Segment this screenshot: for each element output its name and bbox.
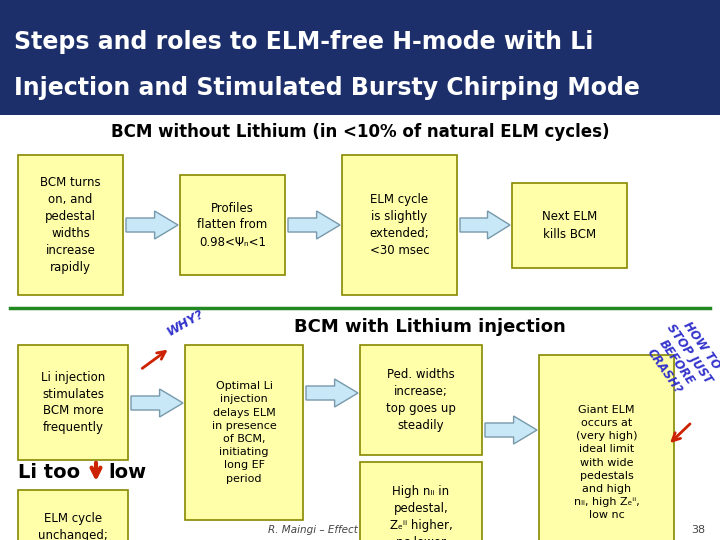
Text: Profiles
flatten from
0.98<Ψₙ<1: Profiles flatten from 0.98<Ψₙ<1 (197, 201, 268, 248)
FancyBboxPatch shape (18, 155, 123, 295)
Text: BCM without Lithium (in <10% of natural ELM cycles): BCM without Lithium (in <10% of natural … (111, 123, 609, 141)
Text: Injection and Stimulated Bursty Chirping Mode: Injection and Stimulated Bursty Chirping… (14, 76, 640, 100)
FancyBboxPatch shape (18, 345, 128, 460)
Text: High nₗᵢ in
pedestal,
Zₑⁱⁱ higher,
nᴄ lower: High nₗᵢ in pedestal, Zₑⁱⁱ higher, nᴄ lo… (390, 485, 452, 540)
Text: Next ELM
kills BCM: Next ELM kills BCM (542, 211, 597, 240)
Text: Steps and roles to ELM-free H-mode with Li: Steps and roles to ELM-free H-mode with … (14, 30, 593, 54)
FancyBboxPatch shape (360, 462, 482, 540)
Polygon shape (306, 379, 358, 407)
FancyBboxPatch shape (539, 355, 674, 540)
Text: BCM turns
on, and
pedestal
widths
increase
rapidly: BCM turns on, and pedestal widths increa… (40, 176, 101, 274)
FancyBboxPatch shape (360, 345, 482, 455)
Text: Li too: Li too (18, 463, 80, 483)
Text: Ped. widths
increase;
top goes up
steadily: Ped. widths increase; top goes up steadi… (386, 368, 456, 432)
FancyBboxPatch shape (18, 490, 128, 540)
Text: Giant ELM
occurs at
(very high)
ideal limit
with wide
pedestals
and high
nₗᵢ, hi: Giant ELM occurs at (very high) ideal li… (574, 404, 639, 521)
FancyBboxPatch shape (185, 345, 303, 520)
Polygon shape (131, 389, 183, 417)
Text: HOW TO
STOP JUST
BEFORE
CRASH?: HOW TO STOP JUST BEFORE CRASH? (639, 313, 720, 403)
FancyBboxPatch shape (0, 0, 720, 115)
Polygon shape (126, 211, 178, 239)
Text: BCM with Lithium injection: BCM with Lithium injection (294, 318, 566, 336)
FancyBboxPatch shape (342, 155, 457, 295)
Text: 38: 38 (691, 525, 705, 535)
Text: ELM cycle
is slightly
extended;
<30 msec: ELM cycle is slightly extended; <30 msec (369, 193, 429, 257)
Polygon shape (485, 416, 537, 444)
Text: ELM cycle
unchanged;
next ELM
kills BCM: ELM cycle unchanged; next ELM kills BCM (38, 512, 108, 540)
Text: Optimal Li
injection
delays ELM
in presence
of BCM,
initiating
long EF
period: Optimal Li injection delays ELM in prese… (212, 381, 276, 484)
Text: Li injection
stimulates
BCM more
frequently: Li injection stimulates BCM more frequen… (41, 370, 105, 435)
Text: WHY?: WHY? (165, 307, 207, 339)
Text: low: low (108, 463, 146, 483)
Polygon shape (288, 211, 340, 239)
FancyBboxPatch shape (512, 183, 627, 268)
Polygon shape (460, 211, 510, 239)
FancyBboxPatch shape (180, 175, 285, 275)
Text: R. Maingi – Effect of Li on DIII-D: R. Maingi – Effect of Li on DIII-D (269, 525, 431, 535)
